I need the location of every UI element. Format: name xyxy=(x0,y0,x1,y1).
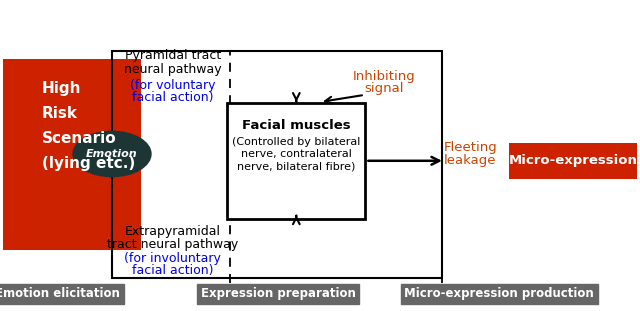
Text: Fleeting: Fleeting xyxy=(444,141,497,154)
Text: (for involuntary: (for involuntary xyxy=(124,252,221,265)
Text: nerve, bilateral fibre): nerve, bilateral fibre) xyxy=(237,161,355,171)
Text: Pyramidal tract: Pyramidal tract xyxy=(125,49,221,63)
Text: (Controlled by bilateral: (Controlled by bilateral xyxy=(232,137,360,146)
Text: nerve, contralateral: nerve, contralateral xyxy=(241,149,352,159)
Bar xyxy=(112,51,442,278)
Text: Emotion: Emotion xyxy=(86,149,138,159)
Text: facial action): facial action) xyxy=(132,264,214,277)
Bar xyxy=(3,59,141,250)
Text: Inhibiting: Inhibiting xyxy=(353,70,415,83)
Text: Scenario: Scenario xyxy=(42,131,116,146)
Text: facial action): facial action) xyxy=(132,91,214,104)
Text: (lying etc.): (lying etc.) xyxy=(42,156,135,171)
Text: Micro-expression production: Micro-expression production xyxy=(404,287,594,300)
Bar xyxy=(509,143,637,179)
Text: Micro-expression: Micro-expression xyxy=(508,155,637,167)
Text: Emotion elicitation: Emotion elicitation xyxy=(0,287,120,300)
Text: (for voluntary: (for voluntary xyxy=(130,79,216,92)
Text: tract neural pathway: tract neural pathway xyxy=(107,238,239,251)
Text: Facial muscles: Facial muscles xyxy=(242,119,351,132)
Ellipse shape xyxy=(72,131,152,177)
Text: High: High xyxy=(42,81,81,96)
Text: neural pathway: neural pathway xyxy=(124,63,221,77)
Text: signal: signal xyxy=(364,82,404,95)
Text: leakage: leakage xyxy=(444,154,497,167)
Text: Extrapyramidal: Extrapyramidal xyxy=(125,225,221,238)
Text: Risk: Risk xyxy=(42,106,77,121)
Text: Expression preparation: Expression preparation xyxy=(201,287,356,300)
Bar xyxy=(227,103,365,219)
